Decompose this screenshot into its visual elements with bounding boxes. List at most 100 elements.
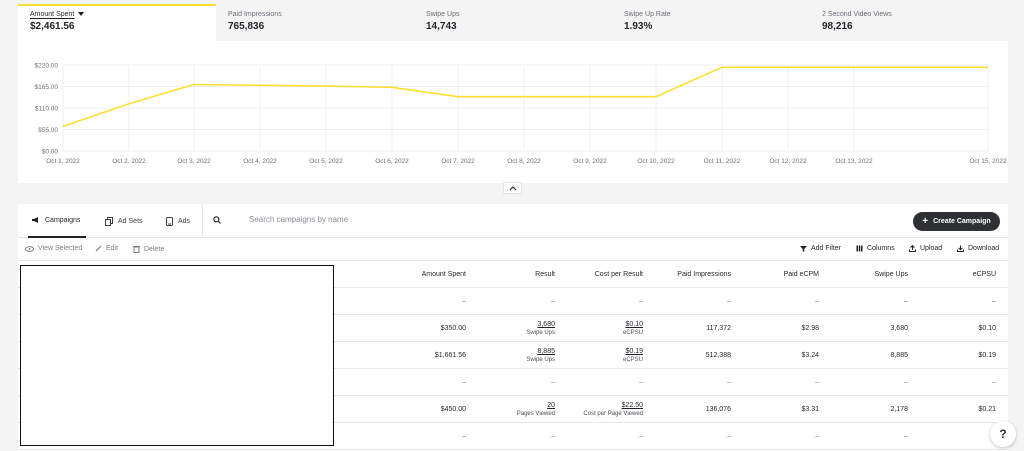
column-header[interactable]: Amount Spent [421, 270, 466, 278]
cell-value: – [462, 432, 466, 440]
table-row[interactable]: $1,661.56 8,885 Swipe Ups $0.19 eCPSU 512,388… [18, 342, 1008, 369]
y-tick-label: $55.00 [38, 127, 58, 134]
table-cell: 2,178 [890, 396, 908, 423]
column-header[interactable]: Cost per Result [594, 270, 643, 278]
cell-value[interactable]: $0.10 [625, 320, 643, 328]
upload-label: Upload [920, 245, 943, 252]
columns-button[interactable]: Columns [856, 245, 895, 252]
filter-icon [800, 246, 807, 252]
metric-value: 765,836 [228, 21, 265, 32]
tab-ad-sets[interactable]: Ad Sets [105, 204, 143, 238]
table-cell: $350.00 [441, 315, 466, 342]
cell-value: $3.31 [801, 405, 819, 413]
view-selected-button[interactable]: View Selected [25, 245, 82, 252]
table-cell: 512,388 [706, 342, 731, 369]
metric-label: Amount Spent [30, 11, 75, 18]
x-tick-label: Oct 8, 2022 [507, 158, 541, 165]
x-tick-label: Oct 15, 2022 [969, 158, 1007, 165]
table-cell: – [904, 288, 908, 315]
table-cell: 8,885 [890, 342, 908, 369]
cell-value: – [904, 432, 908, 440]
table-cell: 8,885 Swipe Ups [526, 342, 555, 369]
cell-value: – [727, 432, 731, 440]
column-header[interactable]: Paid Impressions [677, 270, 731, 278]
table-cell: – [727, 369, 731, 396]
cell-value: – [992, 378, 996, 386]
metric-swipe-up-rate[interactable]: Swipe Up Rate 1.93% [612, 6, 810, 43]
cell-value: – [639, 432, 643, 440]
metric-amount-spent[interactable]: Amount Spent $2,461.56 [18, 4, 216, 41]
divider [202, 204, 203, 238]
cell-value: – [639, 297, 643, 305]
table-row[interactable]: $350.00 3,680 Swipe Ups $0.10 eCPSU 117,372 $2… [18, 315, 1008, 342]
cell-value[interactable]: $0.19 [625, 347, 643, 355]
table-row[interactable]: ––––––– [18, 369, 1008, 396]
create-campaign-button[interactable]: + Create Campaign [913, 212, 1000, 231]
metric-video-views[interactable]: 2 Second Video Views 98,216 [810, 6, 1008, 43]
metric-label: 2 Second Video Views [822, 11, 892, 18]
cell-value: $1,661.56 [434, 351, 466, 359]
table-cell: – [727, 288, 731, 315]
x-tick-label: Oct 12, 2022 [769, 158, 807, 165]
table-cell: $0.19 [978, 342, 996, 369]
column-header[interactable]: Paid eCPM [783, 270, 819, 278]
table-cell: – [815, 423, 819, 450]
cell-value: – [551, 432, 555, 440]
column-header[interactable]: Result [535, 270, 555, 278]
column-header[interactable]: eCPSU [972, 270, 996, 278]
megaphone-icon [32, 217, 38, 223]
tab-campaigns[interactable]: Campaigns [28, 204, 86, 238]
table-cell: $3.31 [801, 396, 819, 423]
cell-value: $450.00 [440, 405, 466, 413]
table-row[interactable]: ––––––– [18, 288, 1008, 315]
cell-value: – [727, 378, 731, 386]
cell-value: 117,372 [706, 324, 731, 332]
cell-value: – [904, 297, 908, 305]
help-button[interactable]: ? [990, 421, 1016, 447]
table-cell: 136,076 [706, 396, 731, 423]
metric-label: Paid Impressions [228, 11, 282, 18]
cell-value[interactable]: $22.50 [621, 401, 643, 409]
cell-value: 136,076 [705, 405, 731, 413]
table-cell: – [551, 369, 555, 396]
download-icon [957, 245, 964, 252]
cell-value: $2.98 [801, 324, 819, 332]
cell-value: – [551, 378, 555, 386]
table-cell: – [904, 369, 908, 396]
metric-label: Swipe Up Rate [624, 11, 671, 18]
x-tick-label: Oct 3, 2022 [177, 158, 211, 165]
cell-value: 512,388 [705, 351, 731, 359]
pencil-icon [95, 245, 102, 252]
cell-value[interactable]: 20 [547, 401, 555, 409]
table-cell: – [462, 369, 466, 396]
upload-button[interactable]: Upload [909, 245, 942, 252]
cell-sublabel: eCPSU [622, 329, 643, 336]
eye-icon [25, 245, 34, 252]
tab-label: Ads [178, 217, 191, 225]
x-tick-label: Oct 1, 2022 [46, 158, 80, 165]
spend-chart-card: $220.00 $165.00 $110.00 $55.00 $0.00 Oct 1, 2… [18, 41, 1008, 183]
columns-label: Columns [867, 245, 895, 252]
table-cell: – [551, 423, 555, 450]
table-cell: $1,661.56 [435, 342, 466, 369]
tab-ads[interactable]: Ads [166, 204, 190, 238]
delete-button[interactable]: Delete [133, 245, 164, 253]
metric-value: $2,461.56 [30, 21, 75, 32]
table-cell: – [992, 288, 996, 315]
edit-button[interactable]: Edit [95, 245, 118, 252]
table-row[interactable]: $450.00 20 Pages Viewed $22.50 Cost per Page… [18, 396, 1008, 423]
campaign-search[interactable]: Search campaigns by name [213, 215, 348, 224]
table-cell: – [462, 423, 466, 450]
add-filter-button[interactable]: Add Filter [800, 245, 841, 252]
metric-swipe-ups[interactable]: Swipe Ups 14,743 [414, 6, 612, 43]
cell-value[interactable]: 8,885 [537, 347, 555, 355]
add-filter-label: Add Filter [811, 245, 841, 252]
cell-value: $3.24 [801, 351, 819, 359]
metric-paid-impressions[interactable]: Paid Impressions 765,836 [216, 6, 414, 43]
table-cell: – [815, 369, 819, 396]
cell-value[interactable]: 3,680 [537, 320, 555, 328]
column-header[interactable]: Swipe Ups [874, 270, 908, 278]
collapse-chart-button[interactable] [503, 182, 522, 194]
search-input[interactable]: Search campaigns by name [249, 215, 349, 224]
download-button[interactable]: Download [957, 245, 999, 252]
